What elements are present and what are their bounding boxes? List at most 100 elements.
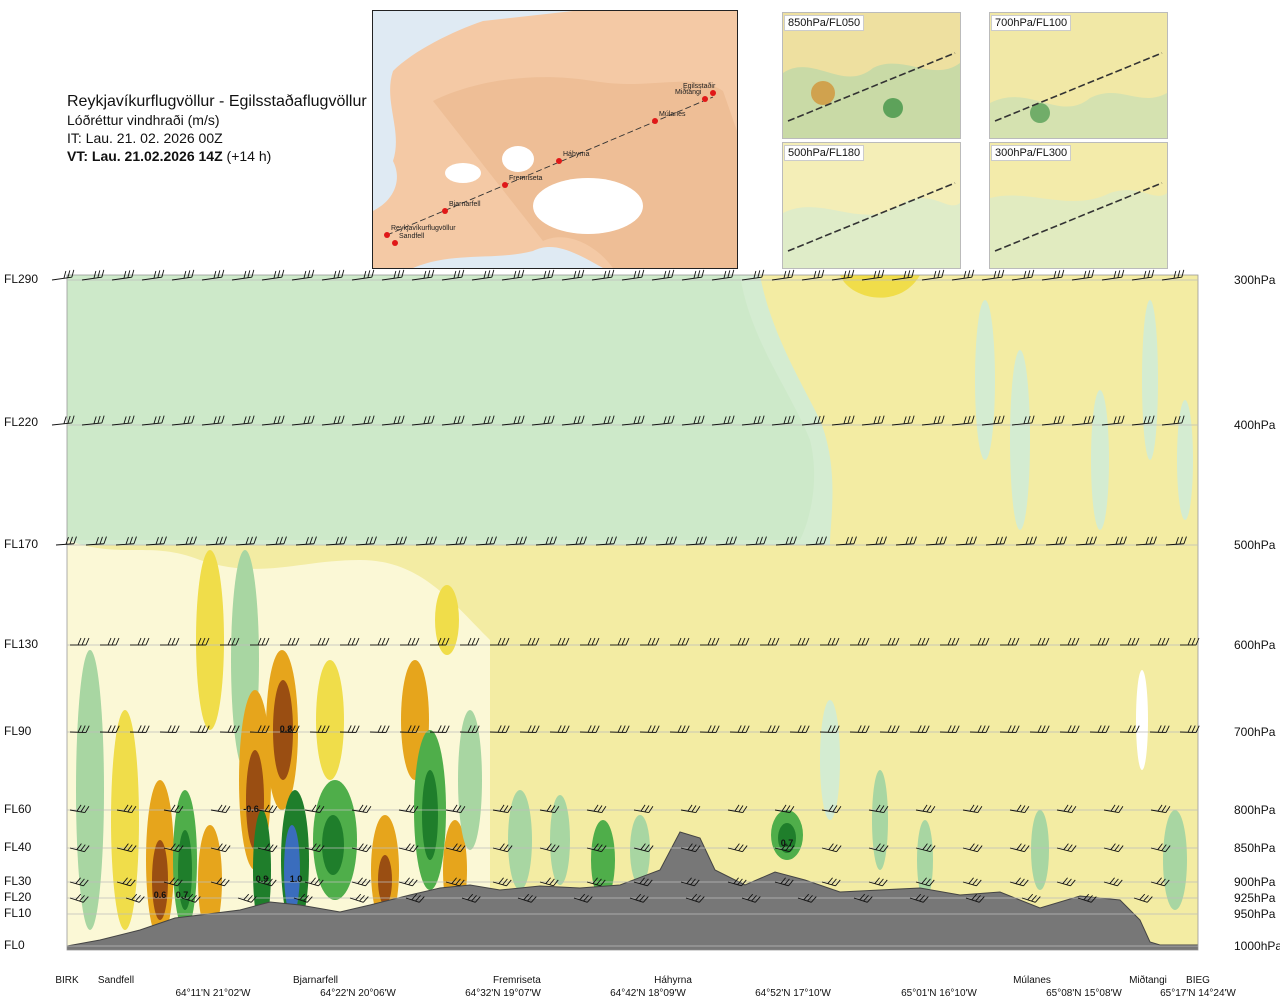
wind-barb xyxy=(1041,415,1065,426)
wind-barb xyxy=(141,269,165,281)
wind-barb xyxy=(1131,269,1155,281)
contour-label: 0.8 xyxy=(280,724,293,734)
wind-barb xyxy=(891,269,915,281)
wind-barb xyxy=(237,893,257,903)
wind-barb xyxy=(399,725,420,734)
wind-barb xyxy=(219,725,240,734)
wind-barb xyxy=(51,269,75,281)
wind-barb xyxy=(1180,637,1200,646)
wind-barb xyxy=(981,415,1005,426)
wind-barb xyxy=(69,877,89,887)
wind-barb xyxy=(210,843,231,853)
wind-barb xyxy=(429,725,450,734)
wind-barb xyxy=(265,536,287,546)
wind-barb xyxy=(1090,637,1110,646)
wind-barb xyxy=(670,637,690,646)
route-coordinate-label: 64°11'N 21°02'W xyxy=(175,988,251,999)
wind-barb xyxy=(835,536,857,546)
flight-level-label: FL220 xyxy=(4,415,39,429)
wind-barb xyxy=(1056,877,1076,887)
thumb-300hpa-map xyxy=(990,143,1167,268)
plot-frame xyxy=(66,274,1199,951)
wind-barb xyxy=(295,536,317,546)
route-location-label: Miðtangi xyxy=(1129,975,1167,986)
wind-barb xyxy=(981,269,1005,281)
wind-barb xyxy=(680,804,701,814)
contour-label: 0.7 xyxy=(781,838,794,848)
wind-barb xyxy=(741,893,761,903)
wind-barb xyxy=(116,804,137,814)
wind-barb xyxy=(1056,843,1077,853)
pressure-level-label: 700hPa xyxy=(1234,725,1276,739)
wind-barb xyxy=(492,804,513,814)
wind-barb xyxy=(190,637,210,646)
wind-barb xyxy=(821,843,842,853)
wind-barb xyxy=(910,637,930,646)
thumb-300hpa-label: 300hPa/FL300 xyxy=(991,145,1072,161)
wind-barb xyxy=(351,415,375,426)
thumb-300hpa: 300hPa/FL300 xyxy=(989,142,1168,269)
wind-barb xyxy=(171,269,195,281)
flight-level-label: FL40 xyxy=(4,840,32,854)
wind-barb xyxy=(625,536,647,546)
route-waypoint-marker xyxy=(652,118,658,124)
wind-barb xyxy=(853,893,873,903)
route-waypoint-label: Bjarnarfell xyxy=(449,201,481,208)
wind-barb xyxy=(1149,725,1170,734)
flight-level-label: FL10 xyxy=(4,906,32,920)
wind-barb xyxy=(415,536,437,546)
wind-barb xyxy=(459,725,480,734)
route-coordinate-label: 65°08'N 15°08'W xyxy=(1046,988,1122,999)
langjokull-glacier xyxy=(445,163,481,183)
wind-barb xyxy=(175,536,197,546)
wind-barb xyxy=(790,637,810,646)
wind-barb xyxy=(531,269,555,281)
wind-barb xyxy=(250,637,270,646)
wind-barb xyxy=(639,725,660,734)
wind-barb xyxy=(261,269,285,281)
wind-barb xyxy=(231,269,255,281)
wind-barb xyxy=(951,415,975,426)
wind-barb xyxy=(561,269,585,281)
wind-barb xyxy=(85,536,107,546)
wind-barb xyxy=(891,415,915,426)
wind-barb xyxy=(805,536,827,546)
wind-barb xyxy=(441,269,465,281)
wind-barb xyxy=(304,843,325,853)
hofsjokull-glacier xyxy=(502,146,534,172)
wind-barb xyxy=(100,637,120,646)
issue-time: IT: Lau. 21. 02. 2026 00Z xyxy=(67,130,223,146)
wind-barb xyxy=(669,725,690,734)
wind-barb xyxy=(895,536,917,546)
wind-barb xyxy=(471,269,495,281)
highland-terrain xyxy=(433,77,737,268)
wind-barb xyxy=(861,415,885,426)
wind-barb xyxy=(1103,804,1124,814)
wind-barb xyxy=(711,269,735,281)
wind-barb xyxy=(970,637,990,646)
flight-level-label: FL90 xyxy=(4,724,32,738)
route-location-label: BIRK xyxy=(55,975,79,986)
wind-barb xyxy=(279,725,300,734)
route-coordinate-label: 64°22'N 20°06'W xyxy=(320,988,396,999)
wind-barb xyxy=(1165,536,1187,546)
wind-barb xyxy=(1101,415,1125,426)
wind-barb xyxy=(129,725,150,734)
thumb-500hpa-label: 500hPa/FL180 xyxy=(784,145,865,161)
wind-barb xyxy=(220,637,240,646)
wind-barb xyxy=(700,637,720,646)
wind-barb xyxy=(1075,536,1097,546)
pressure-level-label: 400hPa xyxy=(1234,418,1276,432)
thumb-700hpa-label: 700hPa/FL100 xyxy=(991,15,1072,31)
wind-barb xyxy=(633,804,654,814)
wind-barb xyxy=(565,536,587,546)
wind-barb xyxy=(381,415,405,426)
wind-barb xyxy=(1009,843,1030,853)
wind-barb xyxy=(69,893,89,903)
wind-barb xyxy=(519,725,540,734)
wind-barb xyxy=(962,843,983,853)
wind-barb xyxy=(445,536,467,546)
wind-barb xyxy=(257,877,277,887)
wind-barb xyxy=(210,877,230,887)
wind-barb xyxy=(651,415,675,426)
